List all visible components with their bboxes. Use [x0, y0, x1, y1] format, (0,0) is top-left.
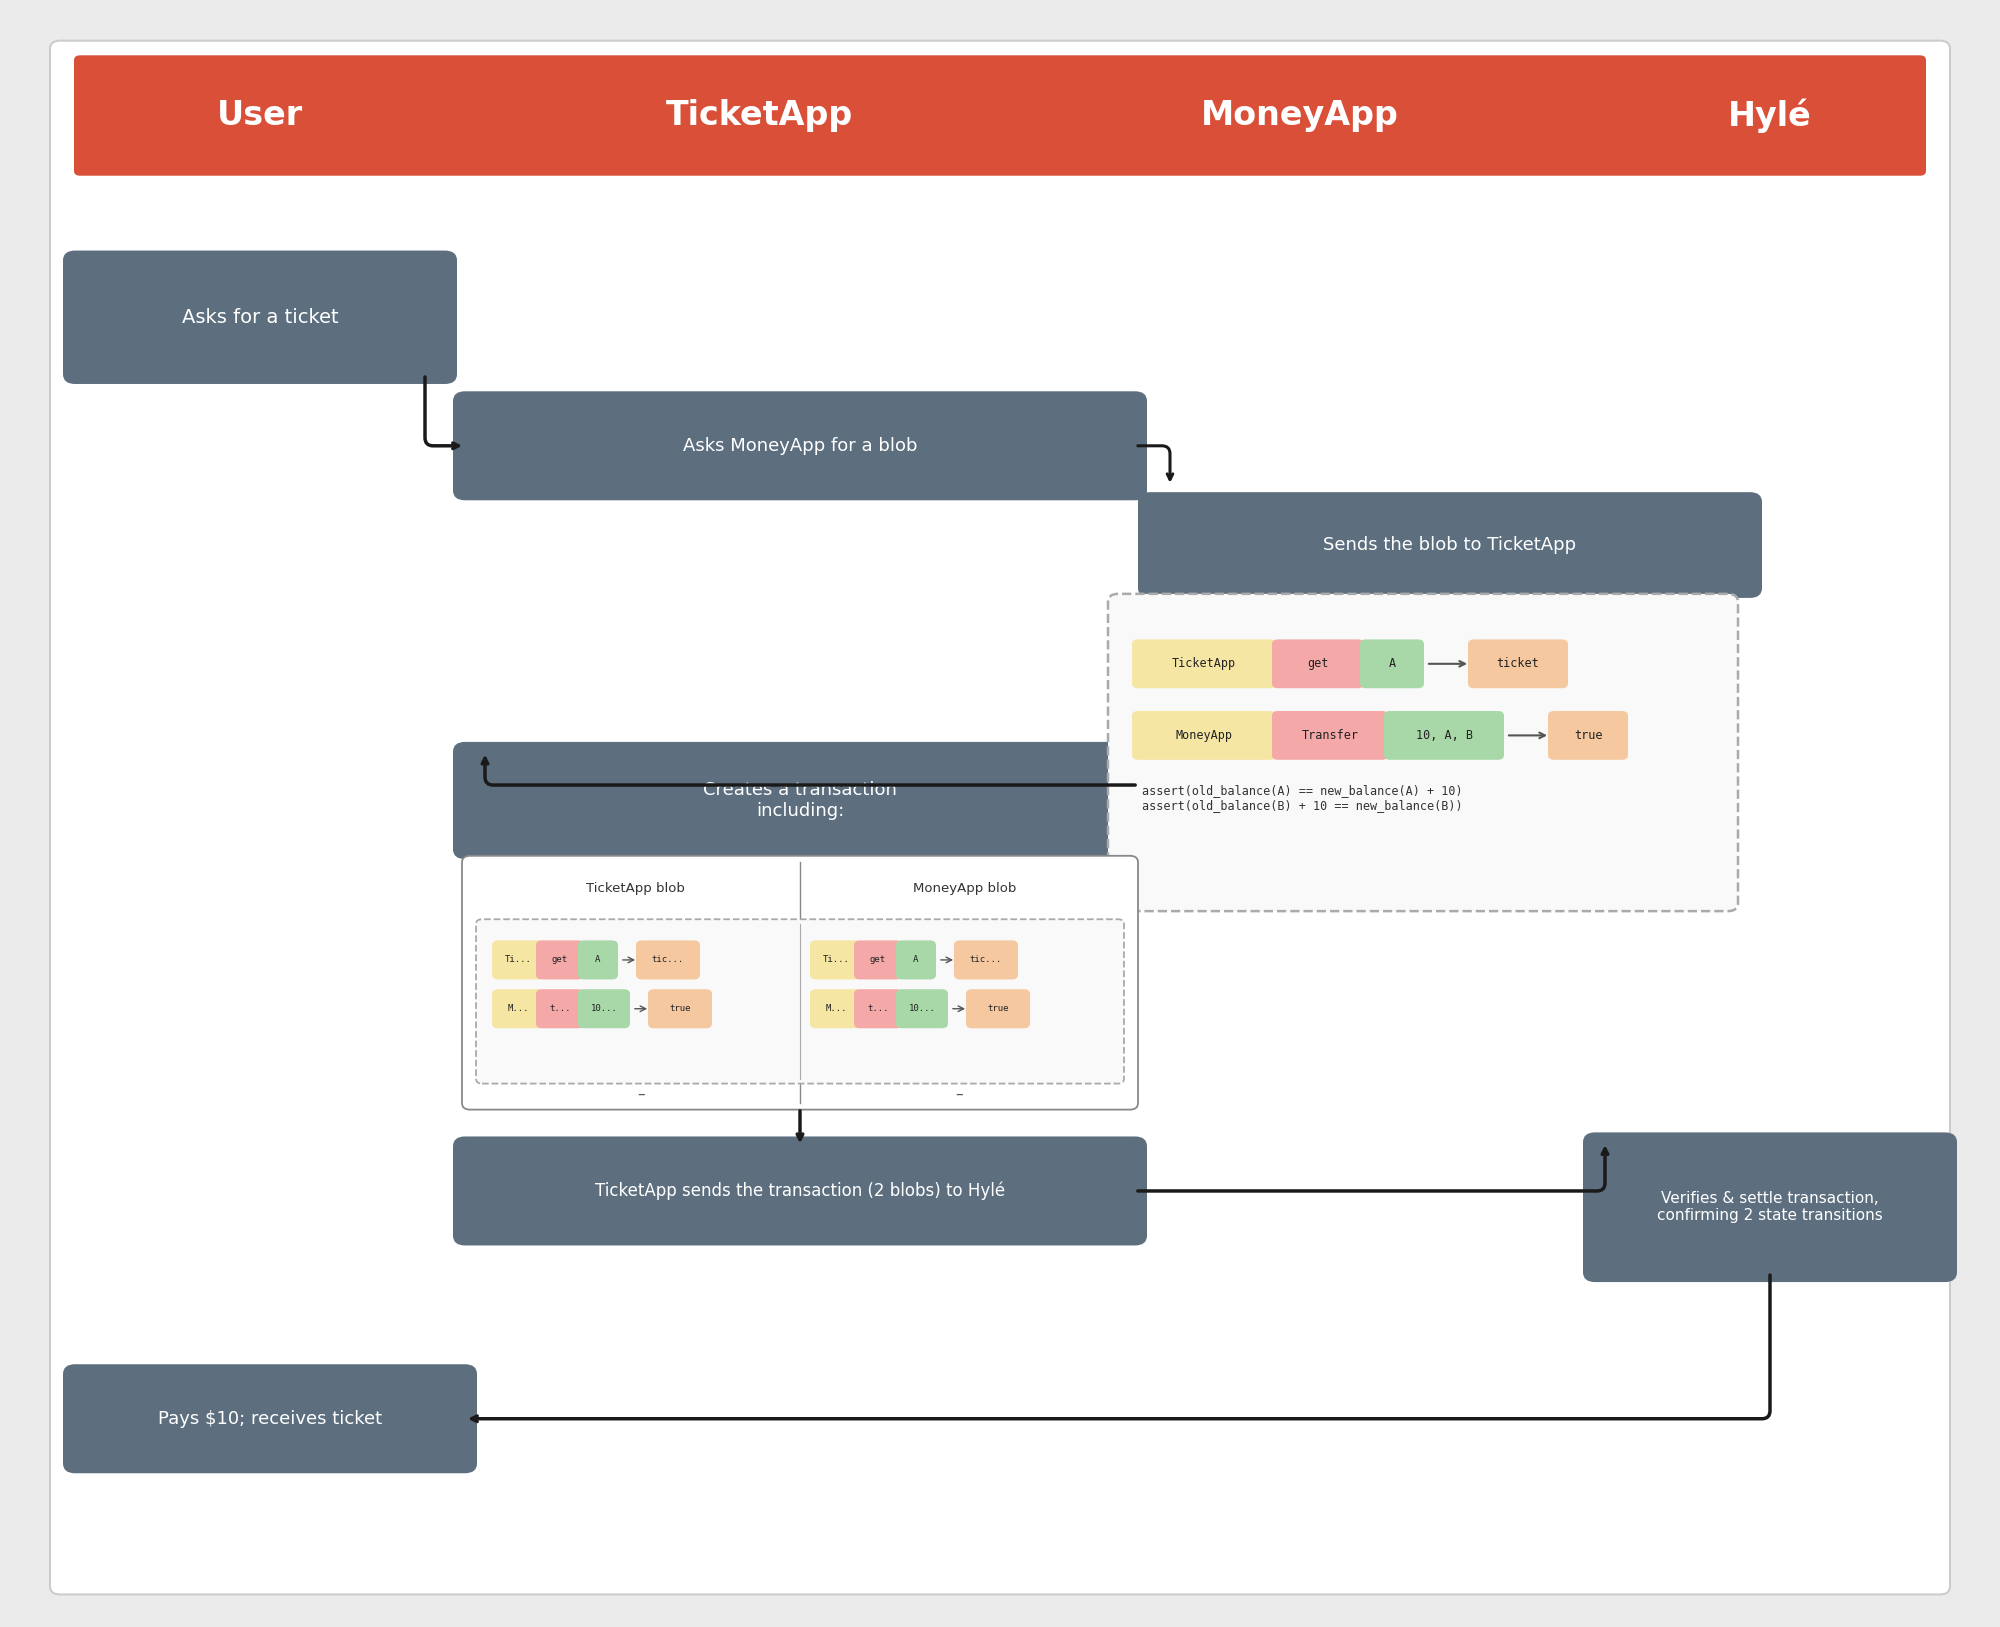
FancyBboxPatch shape	[896, 940, 936, 979]
FancyBboxPatch shape	[462, 856, 1138, 1110]
Text: 10...: 10...	[908, 1004, 936, 1014]
Text: Hylé: Hylé	[1728, 98, 1812, 133]
FancyBboxPatch shape	[1384, 711, 1504, 760]
FancyBboxPatch shape	[578, 940, 618, 979]
Text: get: get	[552, 955, 568, 965]
Text: Transfer: Transfer	[1302, 729, 1358, 742]
Text: Creates a transaction
including:: Creates a transaction including:	[704, 781, 896, 820]
FancyBboxPatch shape	[476, 919, 1124, 1084]
Text: Ti...: Ti...	[822, 955, 850, 965]
Text: MoneyApp blob: MoneyApp blob	[914, 882, 1016, 895]
Text: MoneyApp: MoneyApp	[1176, 729, 1232, 742]
FancyBboxPatch shape	[1548, 711, 1628, 760]
FancyBboxPatch shape	[1272, 639, 1364, 688]
Text: User: User	[216, 99, 304, 132]
FancyBboxPatch shape	[578, 989, 630, 1028]
Text: 10, A, B: 10, A, B	[1416, 729, 1472, 742]
Text: t...: t...	[868, 1004, 888, 1014]
FancyBboxPatch shape	[648, 989, 712, 1028]
Text: get: get	[870, 955, 886, 965]
Text: A: A	[1388, 657, 1396, 670]
FancyBboxPatch shape	[810, 989, 862, 1028]
FancyBboxPatch shape	[636, 940, 700, 979]
FancyBboxPatch shape	[536, 989, 584, 1028]
FancyBboxPatch shape	[1360, 639, 1424, 688]
Text: Verifies & settle transaction,
confirming 2 state transitions: Verifies & settle transaction, confirmin…	[1658, 1191, 1882, 1224]
Text: Pays $10; receives ticket: Pays $10; receives ticket	[158, 1409, 382, 1429]
Text: assert(old_balance(A) == new_balance(A) + 10)
assert(old_balance(B) + 10 == new_: assert(old_balance(A) == new_balance(A) …	[1142, 784, 1462, 812]
FancyBboxPatch shape	[64, 1363, 478, 1474]
FancyBboxPatch shape	[1108, 594, 1738, 911]
Text: TicketApp: TicketApp	[666, 99, 854, 132]
FancyBboxPatch shape	[966, 989, 1030, 1028]
FancyBboxPatch shape	[492, 940, 544, 979]
FancyBboxPatch shape	[1132, 711, 1276, 760]
Text: Asks MoneyApp for a blob: Asks MoneyApp for a blob	[682, 436, 918, 456]
Text: t...: t...	[550, 1004, 570, 1014]
FancyBboxPatch shape	[1584, 1132, 1956, 1282]
Text: TicketApp: TicketApp	[1172, 657, 1236, 670]
FancyBboxPatch shape	[810, 940, 862, 979]
Text: 10...: 10...	[590, 1004, 618, 1014]
FancyBboxPatch shape	[452, 1136, 1148, 1246]
FancyBboxPatch shape	[854, 940, 902, 979]
Text: TicketApp sends the transaction (2 blobs) to Hylé: TicketApp sends the transaction (2 blobs…	[594, 1181, 1006, 1201]
FancyBboxPatch shape	[1132, 639, 1276, 688]
Text: Ti...: Ti...	[504, 955, 532, 965]
FancyBboxPatch shape	[64, 251, 456, 384]
Text: true: true	[1574, 729, 1602, 742]
Text: –: –	[956, 1087, 962, 1101]
FancyBboxPatch shape	[492, 989, 544, 1028]
Text: Asks for a ticket: Asks for a ticket	[182, 308, 338, 327]
FancyBboxPatch shape	[896, 989, 948, 1028]
Text: tic...: tic...	[970, 955, 1002, 965]
Text: M...: M...	[508, 1004, 528, 1014]
Text: true: true	[988, 1004, 1008, 1014]
FancyBboxPatch shape	[74, 55, 1926, 176]
Text: get: get	[1308, 657, 1328, 670]
FancyBboxPatch shape	[536, 940, 584, 979]
FancyBboxPatch shape	[954, 940, 1018, 979]
Text: M...: M...	[826, 1004, 846, 1014]
Text: A: A	[596, 955, 600, 965]
Text: MoneyApp: MoneyApp	[1202, 99, 1398, 132]
FancyBboxPatch shape	[1138, 493, 1762, 597]
Text: A: A	[914, 955, 918, 965]
FancyBboxPatch shape	[50, 41, 1950, 1594]
FancyBboxPatch shape	[452, 742, 1148, 859]
Text: ticket: ticket	[1496, 657, 1540, 670]
FancyBboxPatch shape	[854, 989, 902, 1028]
FancyBboxPatch shape	[1272, 711, 1388, 760]
Text: tic...: tic...	[652, 955, 684, 965]
Text: TicketApp blob: TicketApp blob	[586, 882, 684, 895]
FancyBboxPatch shape	[1468, 639, 1568, 688]
Text: Sends the blob to TicketApp: Sends the blob to TicketApp	[1324, 535, 1576, 555]
FancyBboxPatch shape	[452, 392, 1148, 501]
Text: true: true	[670, 1004, 690, 1014]
Text: –: –	[638, 1087, 644, 1101]
